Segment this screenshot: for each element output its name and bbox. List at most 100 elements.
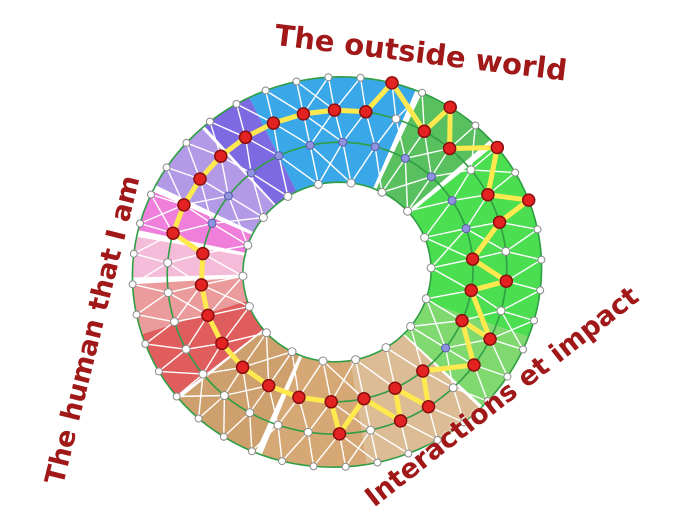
node-ring-I[interactable]	[318, 356, 328, 366]
node-ring-O[interactable]	[205, 117, 214, 126]
node-ring-C[interactable]	[338, 137, 348, 147]
node-ring-B[interactable]	[163, 258, 173, 268]
red-node[interactable]	[481, 187, 495, 202]
node-ring-O[interactable]	[141, 339, 150, 348]
node-ring-I[interactable]	[406, 322, 416, 331]
node-ring-O[interactable]	[194, 414, 203, 423]
node-ring-C[interactable]	[461, 224, 471, 234]
node-ring-O[interactable]	[511, 168, 520, 177]
node-ring-B[interactable]	[391, 114, 401, 124]
node-ring-C[interactable]	[426, 172, 436, 182]
node-ring-O[interactable]	[154, 367, 163, 376]
node-ring-I[interactable]	[287, 347, 297, 357]
node-ring-I[interactable]	[421, 294, 431, 304]
red-node[interactable]	[324, 395, 338, 409]
node-ring-C[interactable]	[447, 196, 457, 206]
node-ring-I[interactable]	[420, 233, 430, 242]
red-node[interactable]	[215, 336, 229, 351]
red-node[interactable]	[193, 172, 207, 186]
node-ring-C[interactable]	[400, 153, 410, 163]
node-ring-O[interactable]	[292, 77, 301, 86]
node-ring-O[interactable]	[533, 225, 542, 234]
red-node[interactable]	[201, 308, 215, 323]
node-ring-B[interactable]	[466, 165, 476, 175]
node-ring-B[interactable]	[198, 369, 208, 379]
node-ring-B[interactable]	[303, 427, 313, 437]
node-ring-C[interactable]	[223, 191, 233, 201]
red-node[interactable]	[196, 246, 210, 261]
red-node[interactable]	[261, 378, 276, 393]
red-node[interactable]	[214, 149, 228, 163]
node-ring-O[interactable]	[519, 345, 527, 354]
red-node[interactable]	[177, 198, 191, 212]
red-node[interactable]	[467, 358, 481, 372]
node-ring-O[interactable]	[373, 458, 382, 467]
node-ring-O[interactable]	[433, 436, 442, 444]
node-ring-O[interactable]	[136, 219, 144, 228]
node-ring-O[interactable]	[324, 73, 333, 82]
node-ring-O[interactable]	[536, 286, 545, 295]
red-node[interactable]	[443, 100, 457, 114]
red-node[interactable]	[465, 252, 480, 266]
node-ring-C[interactable]	[370, 142, 380, 152]
node-ring-O[interactable]	[232, 100, 241, 108]
node-ring-O[interactable]	[162, 163, 171, 172]
red-node[interactable]	[327, 103, 342, 117]
node-ring-O[interactable]	[147, 190, 155, 199]
red-node[interactable]	[393, 414, 408, 428]
node-ring-I[interactable]	[258, 213, 268, 222]
red-node[interactable]	[296, 107, 311, 121]
red-node[interactable]	[359, 105, 373, 119]
node-ring-O[interactable]	[247, 447, 256, 456]
red-node[interactable]	[483, 332, 497, 346]
red-node[interactable]	[194, 278, 209, 292]
node-ring-O[interactable]	[404, 449, 413, 458]
node-ring-B[interactable]	[169, 317, 179, 327]
node-ring-I[interactable]	[261, 328, 271, 338]
red-node[interactable]	[332, 427, 347, 441]
node-ring-I[interactable]	[426, 263, 436, 273]
node-ring-B[interactable]	[219, 391, 229, 400]
node-ring-I[interactable]	[346, 178, 356, 188]
red-node[interactable]	[521, 193, 536, 207]
node-ring-B[interactable]	[448, 383, 458, 393]
node-ring-O[interactable]	[309, 462, 318, 471]
node-ring-O[interactable]	[356, 73, 365, 82]
node-ring-I[interactable]	[351, 355, 361, 365]
node-ring-O[interactable]	[530, 316, 538, 325]
node-ring-O[interactable]	[341, 462, 350, 471]
red-node[interactable]	[266, 116, 281, 130]
node-ring-I[interactable]	[243, 240, 253, 250]
node-ring-O[interactable]	[128, 280, 137, 289]
node-ring-I[interactable]	[238, 271, 248, 281]
red-node[interactable]	[388, 381, 402, 395]
node-ring-O[interactable]	[471, 121, 480, 130]
red-node[interactable]	[421, 399, 436, 414]
red-node[interactable]	[455, 313, 469, 328]
node-ring-B[interactable]	[245, 408, 255, 418]
node-ring-O[interactable]	[483, 397, 492, 406]
node-ring-O[interactable]	[278, 457, 286, 466]
node-ring-C[interactable]	[246, 168, 256, 178]
red-node[interactable]	[464, 283, 478, 298]
node-ring-O[interactable]	[537, 255, 546, 264]
red-node[interactable]	[166, 226, 180, 240]
red-node[interactable]	[235, 360, 250, 375]
red-node[interactable]	[499, 274, 514, 288]
node-ring-B[interactable]	[501, 246, 511, 256]
red-node[interactable]	[442, 141, 457, 156]
red-node[interactable]	[357, 391, 371, 406]
red-node[interactable]	[292, 390, 306, 405]
node-ring-I[interactable]	[313, 179, 323, 189]
node-ring-B[interactable]	[181, 344, 191, 354]
node-ring-C[interactable]	[441, 343, 451, 353]
node-ring-O[interactable]	[503, 372, 512, 381]
red-node[interactable]	[238, 130, 253, 145]
node-ring-B[interactable]	[273, 420, 283, 430]
node-ring-O[interactable]	[418, 88, 427, 97]
red-node[interactable]	[416, 364, 430, 378]
node-ring-I[interactable]	[283, 191, 293, 201]
node-ring-I[interactable]	[377, 187, 387, 197]
node-ring-B[interactable]	[366, 425, 376, 435]
node-ring-I[interactable]	[381, 343, 391, 353]
